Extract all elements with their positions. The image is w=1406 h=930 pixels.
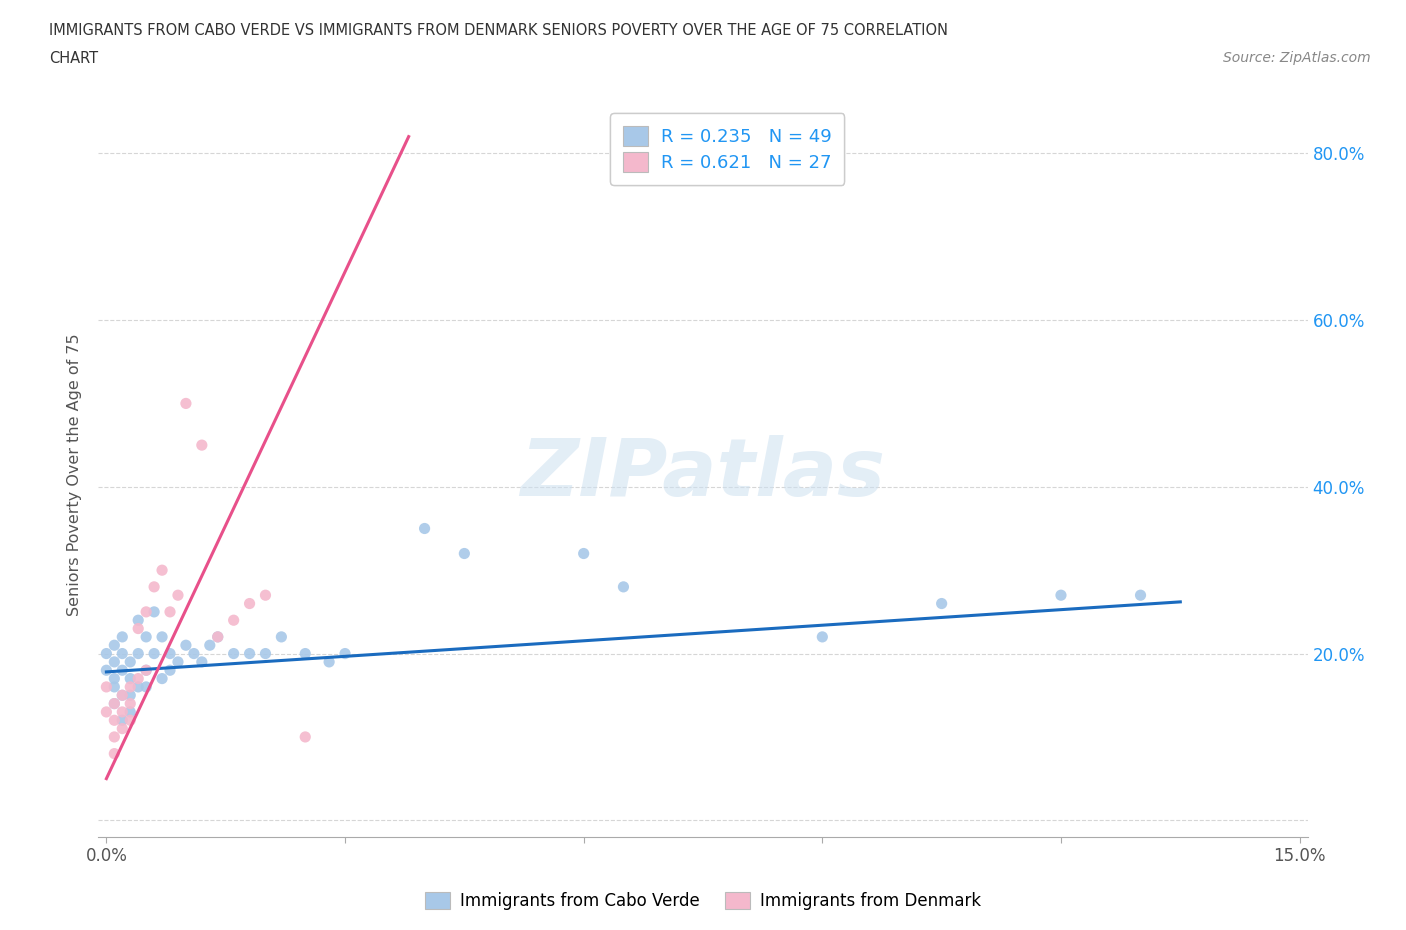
Point [294, 646, 316, 661]
Point [294, 729, 316, 744]
Point [135, 630, 157, 644]
Point [135, 663, 157, 678]
Text: Source: ZipAtlas.com: Source: ZipAtlas.com [1223, 51, 1371, 65]
Point [96, 680, 118, 695]
Point [127, 613, 149, 628]
Point [111, 721, 134, 736]
Point [270, 630, 292, 644]
Point [96, 705, 118, 720]
Point [96, 663, 118, 678]
Point [167, 588, 190, 603]
Point [931, 596, 953, 611]
Point [191, 655, 214, 670]
Point [127, 646, 149, 661]
Point [239, 646, 262, 661]
Point [111, 688, 134, 703]
Point [103, 671, 125, 686]
Point [222, 646, 245, 661]
Point [159, 663, 181, 678]
Point [207, 630, 229, 644]
Point [103, 680, 125, 695]
Point [103, 638, 125, 653]
Point [239, 596, 262, 611]
Point [222, 613, 245, 628]
Point [612, 579, 634, 594]
Point [159, 604, 181, 619]
Point [135, 663, 157, 678]
Point [120, 712, 142, 727]
Legend: R = 0.235   N = 49, R = 0.621   N = 27: R = 0.235 N = 49, R = 0.621 N = 27 [610, 113, 844, 185]
Point [254, 646, 277, 661]
Point [103, 712, 125, 727]
Text: CHART: CHART [49, 51, 98, 66]
Point [120, 688, 142, 703]
Point [111, 712, 134, 727]
Point [167, 655, 190, 670]
Point [159, 646, 181, 661]
Point [183, 646, 205, 661]
Point [1129, 588, 1152, 603]
Point [254, 588, 277, 603]
Point [174, 638, 197, 653]
Point [143, 604, 166, 619]
Point [103, 655, 125, 670]
Point [143, 579, 166, 594]
Point [111, 630, 134, 644]
Point [572, 546, 595, 561]
Point [120, 697, 142, 711]
Point [120, 705, 142, 720]
Point [120, 680, 142, 695]
Point [198, 638, 221, 653]
Point [150, 630, 173, 644]
Point [191, 438, 214, 453]
Point [174, 396, 197, 411]
Point [135, 680, 157, 695]
Point [143, 646, 166, 661]
Point [207, 630, 229, 644]
Legend: Immigrants from Cabo Verde, Immigrants from Denmark: Immigrants from Cabo Verde, Immigrants f… [419, 885, 987, 917]
Point [127, 621, 149, 636]
Y-axis label: Seniors Poverty Over the Age of 75: Seniors Poverty Over the Age of 75 [67, 333, 83, 616]
Text: IMMIGRANTS FROM CABO VERDE VS IMMIGRANTS FROM DENMARK SENIORS POVERTY OVER THE A: IMMIGRANTS FROM CABO VERDE VS IMMIGRANTS… [49, 23, 948, 38]
Point [103, 729, 125, 744]
Point [120, 655, 142, 670]
Point [150, 563, 173, 578]
Point [111, 646, 134, 661]
Point [333, 646, 356, 661]
Point [318, 655, 340, 670]
Point [103, 697, 125, 711]
Point [111, 705, 134, 720]
Point [127, 671, 149, 686]
Point [135, 604, 157, 619]
Point [150, 671, 173, 686]
Point [811, 630, 834, 644]
Point [103, 746, 125, 761]
Point [96, 646, 118, 661]
Point [1050, 588, 1073, 603]
Text: ZIPatlas: ZIPatlas [520, 435, 886, 513]
Point [103, 697, 125, 711]
Point [413, 521, 436, 536]
Point [111, 663, 134, 678]
Point [127, 680, 149, 695]
Point [453, 546, 475, 561]
Point [111, 688, 134, 703]
Point [120, 671, 142, 686]
